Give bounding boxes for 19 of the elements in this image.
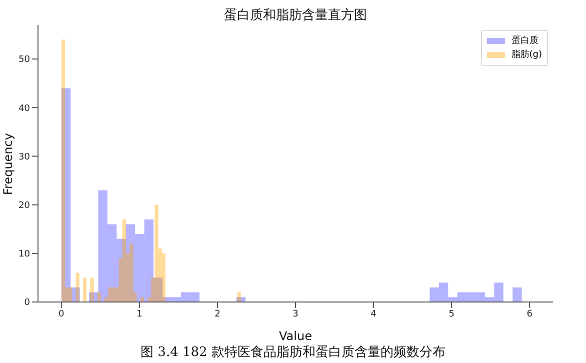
y-tick-label: 30 <box>18 152 30 162</box>
x-tick-label: 2 <box>214 309 220 320</box>
legend-label: 脂肪(g) <box>511 48 542 62</box>
x-tick-label: 1 <box>136 309 142 320</box>
x-tick-label: 0 <box>58 309 65 320</box>
x-tick-label: 3 <box>292 309 298 320</box>
y-tick-label: 10 <box>18 250 30 260</box>
legend-label: 蛋白质 <box>511 34 538 48</box>
x-tick-label: 5 <box>448 309 454 320</box>
x-tick-label: 6 <box>526 309 533 320</box>
caption: 图 3.4 182 款特医食品脂肪和蛋白质含量的频数分布 <box>140 344 446 361</box>
chart-title: 蛋白质和脂肪含量直方图 <box>223 7 368 24</box>
y-tick-label: 0 <box>24 298 30 308</box>
y-axis-title: Frequency <box>1 132 15 194</box>
x-tick-label: 4 <box>370 309 377 320</box>
y-tick-label: 50 <box>18 55 30 66</box>
x-axis-title: Value <box>279 329 312 343</box>
y-tick-label: 20 <box>18 201 30 211</box>
y-tick-label: 40 <box>18 104 30 114</box>
